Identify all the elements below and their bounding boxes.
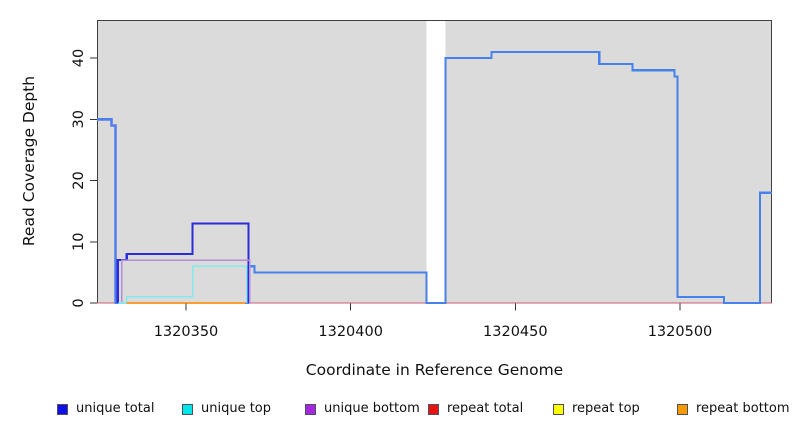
y-tick-label: 40 bbox=[71, 49, 87, 67]
unique-top-swatch-icon bbox=[182, 403, 193, 415]
repeat-top-swatch-icon bbox=[553, 403, 564, 415]
unique-bottom-swatch-icon bbox=[305, 403, 316, 415]
legend-label: unique total bbox=[76, 401, 155, 416]
y-axis-ticks: 0 10 20 30 40 bbox=[71, 49, 97, 308]
series-unique-bottom-line bbox=[121, 259, 251, 303]
x-tick-label: 1320400 bbox=[318, 324, 383, 340]
legend-label: repeat bottom bbox=[696, 401, 790, 416]
legend-item-unique-bottom: unique bottom bbox=[305, 401, 420, 417]
x-tick-label: 1320500 bbox=[648, 324, 713, 340]
x-tick-label: 1320350 bbox=[154, 324, 219, 340]
legend-item-repeat-top: repeat top bbox=[553, 401, 640, 417]
unique-total-swatch-icon bbox=[57, 403, 68, 415]
legend-label: repeat top bbox=[572, 401, 640, 416]
legend-label: unique top bbox=[201, 401, 272, 416]
x-axis-title: Coordinate in Reference Genome bbox=[306, 361, 563, 379]
y-tick-label: 0 bbox=[71, 298, 87, 307]
repeat-total-swatch-icon bbox=[428, 403, 439, 415]
legend-item-repeat-bottom: repeat bottom bbox=[677, 401, 790, 417]
no-data-gap-band bbox=[426, 20, 446, 303]
legend-label: unique bottom bbox=[324, 401, 420, 416]
series-lines bbox=[97, 50, 772, 305]
repeat-bottom-swatch-icon bbox=[677, 403, 688, 415]
legend-item-repeat-total: repeat total bbox=[428, 401, 523, 417]
series-unique-total-line bbox=[116, 222, 250, 303]
x-axis-ticks: 1320350 1320400 1320450 1320500 bbox=[154, 303, 713, 340]
y-tick-label: 20 bbox=[71, 171, 87, 189]
y-axis-title: Read Coverage Depth bbox=[20, 76, 38, 246]
x-tick-label: 1320450 bbox=[483, 324, 548, 340]
legend-item-unique-top: unique top bbox=[182, 401, 271, 417]
y-tick-label: 30 bbox=[71, 110, 87, 128]
legend-label: repeat total bbox=[447, 401, 524, 416]
y-tick-label: 10 bbox=[71, 233, 87, 251]
legend-item-unique-total: unique total bbox=[57, 401, 154, 417]
